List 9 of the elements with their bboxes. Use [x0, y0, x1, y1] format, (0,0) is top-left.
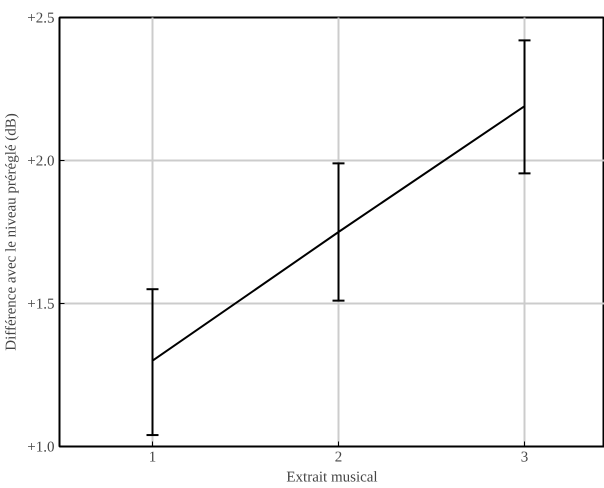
y-axis-title: Différence avec le niveau préréglé (dB)	[3, 113, 20, 351]
y-tick-label: +2.0	[27, 154, 55, 170]
y-tick-label: +2.5	[27, 10, 55, 26]
y-tick-label: +1.0	[27, 440, 55, 456]
x-axis-title: Extrait musical	[286, 470, 378, 486]
x-tick-label: 1	[148, 450, 156, 466]
x-tick-label: 2	[334, 450, 342, 466]
y-tick-label: +1.5	[27, 296, 55, 312]
x-tick-label: 3	[520, 450, 528, 466]
